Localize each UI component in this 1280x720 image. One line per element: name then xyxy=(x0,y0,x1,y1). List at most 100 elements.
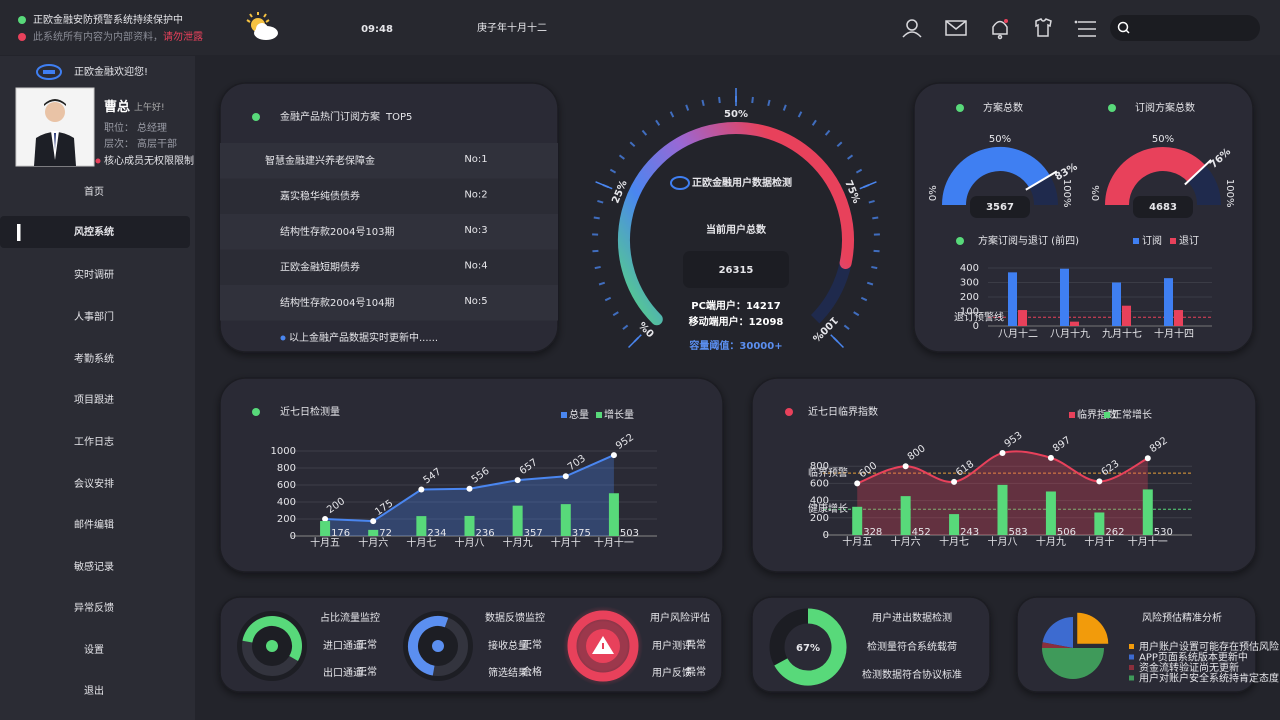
user-count: 移动端用户：12098 xyxy=(689,315,784,328)
point xyxy=(951,478,958,485)
top5-rank: No:3 xyxy=(464,225,487,236)
gauge-dash xyxy=(593,216,600,220)
y-tick-label: 200 xyxy=(960,292,979,303)
user-field: 职位： 总经理 xyxy=(104,121,167,134)
legend-swatch xyxy=(561,412,567,418)
menu-item[interactable]: 工作日志 xyxy=(74,435,114,448)
y-tick-label: 600 xyxy=(277,480,296,491)
bar xyxy=(1070,321,1079,326)
half-pointer xyxy=(1025,170,1058,191)
x-tick-label: 十月六 xyxy=(891,535,921,548)
point xyxy=(854,480,861,487)
bell-icon[interactable] xyxy=(992,19,1008,40)
notice-text-part: 请勿泄露 xyxy=(163,30,203,43)
gauge-dash xyxy=(860,296,868,302)
bar xyxy=(852,506,863,535)
menu-item[interactable]: 敏感记录 xyxy=(74,560,114,573)
bar xyxy=(949,514,960,535)
gauge-dash xyxy=(641,129,648,136)
monitor-label: 进口通道： xyxy=(323,639,373,652)
notice-text: 此系统所有内容为内部资料，请勿泄露 xyxy=(33,30,203,43)
bar-value-label: 530 xyxy=(1154,527,1173,538)
mail-icon[interactable] xyxy=(945,20,967,36)
half-fill xyxy=(1105,147,1206,206)
bar xyxy=(1018,310,1027,326)
top5-name: 智慧金融建兴养老保障金 xyxy=(265,154,375,167)
menu-icon[interactable] xyxy=(1074,20,1096,37)
top5-row-bg xyxy=(220,143,558,179)
bar-value-label: 236 xyxy=(476,528,495,539)
half-tick-label: 100% xyxy=(1061,179,1072,208)
bar xyxy=(1142,489,1153,535)
legend-swatch xyxy=(1129,675,1134,681)
menu-item[interactable]: 实时调研 xyxy=(74,268,114,281)
pie-slice xyxy=(1042,642,1073,648)
user-count-part: 移动端用户： xyxy=(689,315,749,328)
bar xyxy=(1122,305,1131,326)
menu-item[interactable]: 风控系统 xyxy=(74,225,114,238)
menu-item[interactable]: 退出 xyxy=(84,684,104,697)
dot xyxy=(785,408,793,416)
user-count-part: PC端用户： xyxy=(691,299,746,312)
y-tick-label: 300 xyxy=(960,278,979,289)
status-text: 正欧金融安防预警系统持续保护中 xyxy=(33,13,183,26)
user-icon[interactable] xyxy=(902,19,922,38)
chart-title: 近七日检测量 xyxy=(280,405,340,418)
bar xyxy=(416,516,427,536)
search-box[interactable] xyxy=(1110,15,1260,41)
menu-item[interactable]: 项目跟进 xyxy=(74,394,114,406)
monitor-label: 用户反馈： xyxy=(652,666,702,679)
point xyxy=(610,452,617,459)
half-total-box xyxy=(1133,196,1193,218)
menu-item[interactable]: 考勤系统 xyxy=(74,352,114,365)
y-tick-label: 200 xyxy=(810,513,829,524)
legend-label: 资金流转验证尚无更新 xyxy=(1139,661,1239,674)
top5-rank: No:5 xyxy=(464,296,487,307)
menu-item[interactable]: 人事部门 xyxy=(74,310,114,323)
brand-logo xyxy=(670,176,690,190)
donut-title: 用户进出数据检测 xyxy=(872,611,952,624)
pie-slice xyxy=(1042,617,1073,648)
capacity-part: 30000+ xyxy=(739,341,782,352)
x-tick-label: 十月八 xyxy=(988,535,1018,548)
y-tick-label: 0 xyxy=(973,321,979,332)
legend-swatch xyxy=(1129,665,1134,670)
critical-panel xyxy=(751,377,1257,573)
gauge-dash xyxy=(669,111,675,118)
gauge-tick-label: 50% xyxy=(724,109,748,120)
half-pointer xyxy=(1184,159,1212,186)
y-tick-label: 800 xyxy=(810,461,829,472)
half-total: 4683 xyxy=(1149,202,1177,213)
legend-label: 退订 xyxy=(1179,235,1199,247)
menu-item[interactable]: 异常反馈 xyxy=(74,601,114,614)
detection-panel xyxy=(219,377,724,573)
point xyxy=(999,450,1006,457)
bar xyxy=(608,493,619,536)
bar xyxy=(1112,282,1121,326)
menu-item[interactable]: 设置 xyxy=(84,644,104,656)
legend-label: 临界指数 xyxy=(1077,408,1117,421)
gauge-fill xyxy=(618,122,854,326)
x-tick-label: 十月十一 xyxy=(594,536,634,549)
chart-title: 近七日临界指数 xyxy=(808,405,878,418)
lunar-date: 庚子年十月十二 xyxy=(477,21,547,34)
shirt-icon[interactable] xyxy=(1035,18,1052,37)
toolbar-icons xyxy=(902,18,1096,40)
gauge-dash xyxy=(597,199,604,204)
top5-footer: 以上金融产品数据实时更新中...... xyxy=(289,331,438,344)
menu-item[interactable]: 会议安排 xyxy=(74,477,114,490)
x-tick-label: 十月七 xyxy=(406,536,436,549)
bar-title: 方案订阅与退订 (前四) xyxy=(978,234,1079,247)
half-tick-label: 50% xyxy=(1152,134,1174,145)
bar xyxy=(512,505,523,536)
gauge-dash xyxy=(866,281,874,286)
menu-item[interactable]: 首页 xyxy=(84,185,104,198)
user-field-part: 总经理 xyxy=(137,121,167,134)
gauge-dash xyxy=(618,154,625,160)
gauge-dash xyxy=(847,154,854,160)
menu-item[interactable]: 邮件编辑 xyxy=(74,518,114,531)
top5-row-bg xyxy=(220,285,558,321)
monitor-label: 接收总量： xyxy=(488,639,538,652)
ring xyxy=(567,610,639,682)
gauge-label: 当前用户总数 xyxy=(706,223,767,236)
